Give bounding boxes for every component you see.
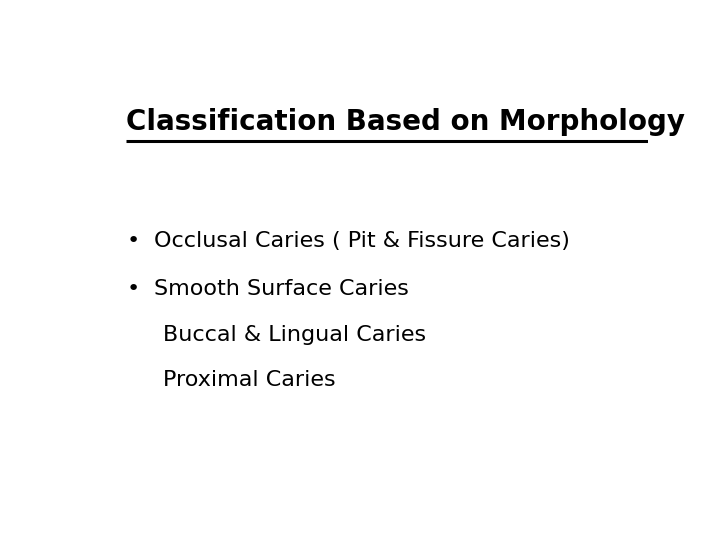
Text: Classification Based on Morphology: Classification Based on Morphology	[126, 109, 685, 137]
Text: Buccal & Lingual Caries: Buccal & Lingual Caries	[163, 325, 426, 345]
Text: •: •	[126, 231, 140, 251]
Text: Proximal Caries: Proximal Caries	[163, 370, 336, 390]
Text: •: •	[126, 279, 140, 299]
Text: Occlusal Caries ( Pit & Fissure Caries): Occlusal Caries ( Pit & Fissure Caries)	[154, 231, 570, 251]
Text: Smooth Surface Caries: Smooth Surface Caries	[154, 279, 409, 299]
